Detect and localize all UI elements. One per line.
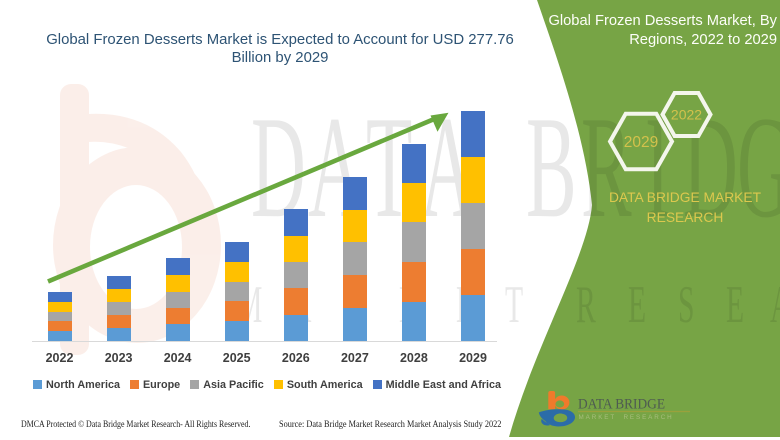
svg-text:DATA BRIDGE: DATA BRIDGE [578,397,665,413]
svg-text:B: B [526,87,577,249]
svg-text:A: A [770,276,780,334]
svg-text:MARKET RESEARCH: MARKET RESEARCH [579,414,674,421]
svg-text:G: G [737,87,780,249]
svg-text:S: S [678,276,695,334]
svg-text:2029: 2029 [624,134,658,151]
svg-text:R: R [576,276,596,334]
svg-text:T: T [505,276,523,334]
svg-text:E: E [726,276,744,334]
svg-text:2022: 2022 [671,107,702,123]
svg-text:E: E [628,276,646,334]
